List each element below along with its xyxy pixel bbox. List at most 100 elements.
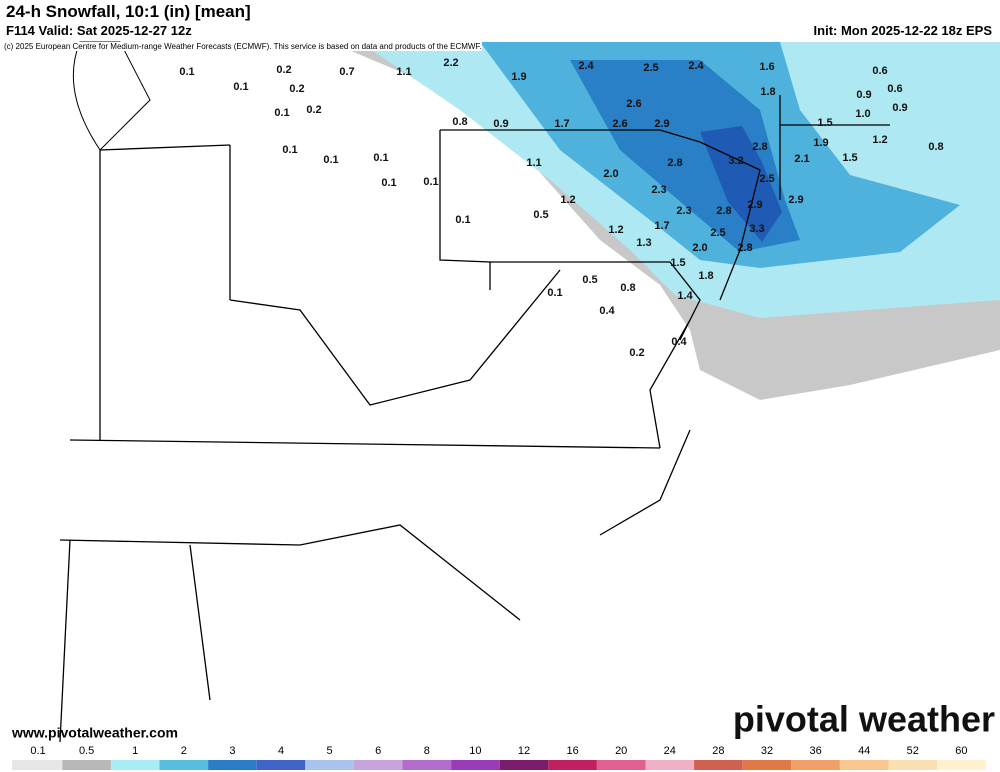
snow-value: 1.9 <box>511 71 526 83</box>
colorbar-tick: 0.5 <box>79 745 94 757</box>
snow-shading <box>700 126 782 242</box>
colorbar-tick: 1 <box>132 745 138 757</box>
snow-value: 2.0 <box>692 242 707 254</box>
snow-value: 2.8 <box>752 141 767 153</box>
colorbar-tick: 4 <box>278 745 284 757</box>
colorbar-tick: 12 <box>518 745 530 757</box>
snow-value: 1.5 <box>817 117 832 129</box>
colorbar-tick: 32 <box>761 745 773 757</box>
snow-value: 2.9 <box>747 199 762 211</box>
colorbar-swatch <box>353 760 403 770</box>
snow-value: 0.2 <box>276 64 291 76</box>
snow-value: 1.7 <box>654 220 669 232</box>
snow-value: 2.9 <box>654 118 669 130</box>
colorbar-tick: 2 <box>181 745 187 757</box>
snow-value: 2.3 <box>651 184 666 196</box>
snow-value: 2.8 <box>667 157 682 169</box>
colorbar-swatch <box>888 760 938 770</box>
snow-value: 3.2 <box>728 155 743 167</box>
snow-value: 2.8 <box>716 205 731 217</box>
colorbar-tick: 3 <box>229 745 235 757</box>
snow-value: 0.2 <box>306 104 321 116</box>
snow-value: 1.2 <box>608 224 623 236</box>
snow-value: 0.9 <box>892 102 907 114</box>
snow-value: 2.2 <box>443 57 458 69</box>
url: www.pivotalweather.com <box>11 725 178 741</box>
snow-value: 0.1 <box>233 81 248 93</box>
snow-value: 1.2 <box>872 134 887 146</box>
snow-value: 1.4 <box>677 290 693 302</box>
colorbar-swatch <box>62 760 111 770</box>
snow-value: 0.1 <box>381 177 396 189</box>
colorbar-swatch <box>208 760 257 770</box>
colorbar-tick: 28 <box>712 745 724 757</box>
colorbar-swatch <box>402 760 452 770</box>
snow-value: 0.1 <box>179 66 194 78</box>
snow-value: 1.1 <box>526 157 541 169</box>
colorbar-swatch <box>596 760 646 770</box>
colorbar-swatch <box>159 760 209 770</box>
snow-value: 2.4 <box>578 60 594 72</box>
snow-value: 2.5 <box>710 227 725 239</box>
snow-value: 0.1 <box>547 287 562 299</box>
colorbar-swatch <box>839 760 889 770</box>
snow-value: 2.6 <box>612 118 627 130</box>
snow-value: 1.5 <box>842 152 857 164</box>
colorbar-swatch <box>694 760 743 770</box>
colorbar-swatch <box>742 760 792 770</box>
colorbar-tick: 60 <box>955 745 967 757</box>
init-time: Init: Mon 2025-12-22 18z EPS <box>813 23 992 38</box>
snow-value: 0.2 <box>289 83 304 95</box>
colorbar-tick: 5 <box>327 745 333 757</box>
snow-value: 0.1 <box>373 152 388 164</box>
colorbar-swatch <box>305 760 354 770</box>
subtitle: F114 Valid: Sat 2025-12-27 12z <box>6 23 192 38</box>
colorbar-swatch <box>548 760 597 770</box>
snow-value: 1.9 <box>813 137 828 149</box>
colorbar-tick: 20 <box>615 745 627 757</box>
colorbar-swatch <box>451 760 500 770</box>
snow-value: 0.2 <box>629 347 644 359</box>
colorbar-tick: 52 <box>907 745 919 757</box>
snow-value: 0.1 <box>274 107 289 119</box>
snow-value: 1.3 <box>636 237 651 249</box>
colorbar-tick: 10 <box>469 745 481 757</box>
snow-value: 0.8 <box>620 282 635 294</box>
map-labels: 0.10.10.20.20.1 0.20.7 1.12.21.92.4 2.5 2.4 1… <box>179 57 943 359</box>
snow-value: 2.5 <box>759 173 774 185</box>
snow-value: 0.6 <box>872 65 887 77</box>
snow-value: 2.6 <box>626 98 641 110</box>
snow-value: 2.0 <box>603 168 618 180</box>
snow-value: 1.8 <box>760 86 775 98</box>
colorbar-tick: 44 <box>858 745 870 757</box>
snow-value: 1.2 <box>560 194 575 206</box>
colorbar-swatch <box>110 760 160 770</box>
snow-value: 0.1 <box>323 154 338 166</box>
colorbar-tick: 16 <box>566 745 578 757</box>
snow-value: 1.5 <box>670 257 685 269</box>
colorbar-swatch <box>791 760 840 770</box>
colorbar-tick: 24 <box>664 745 676 757</box>
snow-value: 2.8 <box>737 242 752 254</box>
title: 24-h Snowfall, 10:1 (in) [mean] <box>6 2 251 21</box>
brand: pivotal weather <box>733 699 995 740</box>
snow-value: 0.5 <box>533 209 548 221</box>
snow-value: 0.9 <box>856 89 871 101</box>
colorbar-swatch <box>937 760 986 770</box>
snow-value: 2.9 <box>788 194 803 206</box>
snow-value: 3.3 <box>749 223 764 235</box>
snow-value: 0.9 <box>493 118 508 130</box>
snow-value: 0.1 <box>282 144 297 156</box>
snow-value: 0.7 <box>339 66 354 78</box>
colorbar-tick: 8 <box>424 745 430 757</box>
colorbar-tick: 36 <box>809 745 821 757</box>
snow-value: 0.1 <box>455 214 470 226</box>
snow-value: 0.1 <box>423 176 438 188</box>
snow-value: 1.8 <box>698 270 713 282</box>
colorbar: 0.1 0.5 1 2 3 4 5 6 8 10 12 16 20 24 28 32 36 44 52 60 <box>12 745 986 770</box>
colorbar-tick: 0.1 <box>30 745 45 757</box>
colorbar-swatch <box>12 760 63 770</box>
snow-value: 0.8 <box>928 141 943 153</box>
